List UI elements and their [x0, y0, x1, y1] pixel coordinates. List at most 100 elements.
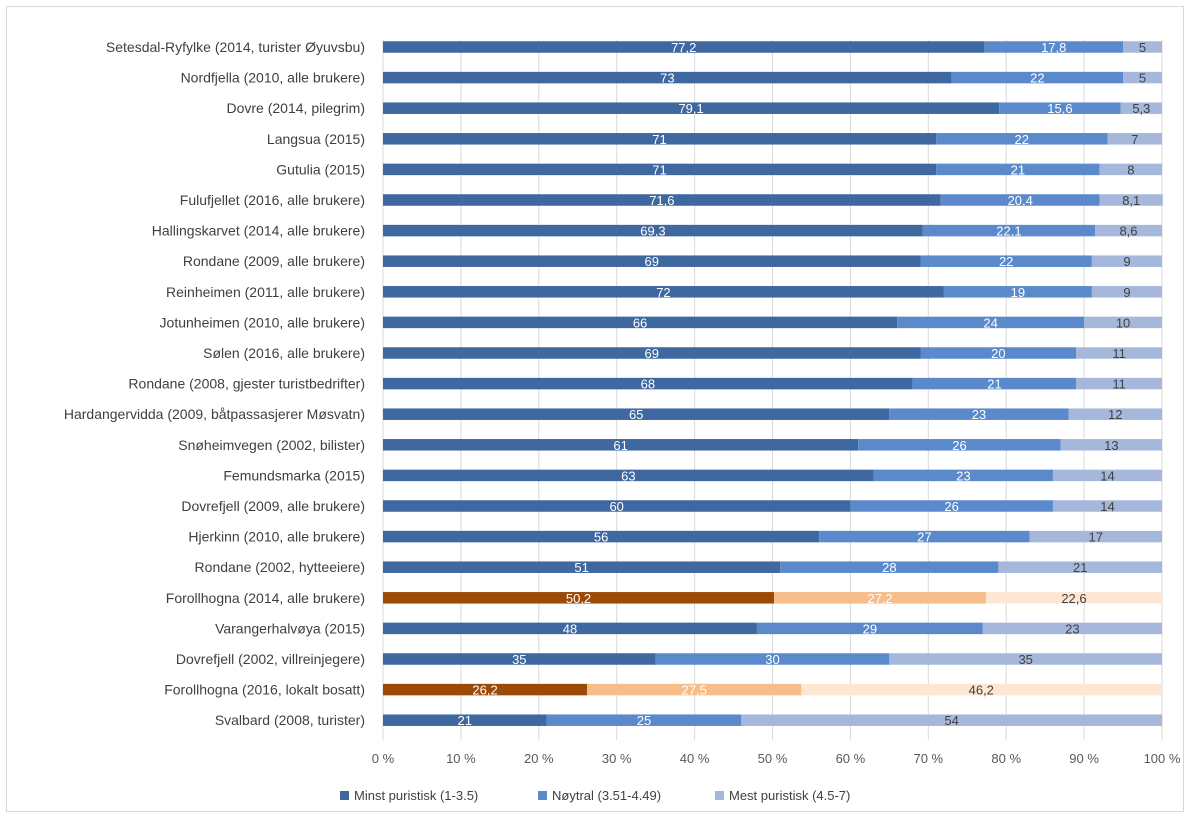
x-tick-label: 0 %: [372, 751, 395, 766]
legend: Minst puristisk (1-3.5) Nøytral (3.51-4.4…: [340, 788, 850, 803]
bar-segment: [383, 408, 890, 420]
data-label: 19: [1011, 285, 1025, 300]
data-label: 8,6: [1119, 224, 1137, 239]
data-label: 51: [574, 560, 588, 575]
bar-segment: [383, 622, 757, 635]
bar-segment: [1029, 530, 1162, 543]
data-label: 24: [983, 315, 997, 330]
x-tick-label: 60 %: [836, 751, 866, 766]
legend-swatch: [715, 791, 724, 800]
data-label: 23: [956, 468, 970, 483]
bar-segment: [1052, 469, 1162, 482]
bar-segment: [741, 714, 1162, 726]
bar-segment: [889, 653, 1162, 665]
bar-segment: [756, 622, 983, 635]
bar-segment: [383, 530, 820, 543]
data-label: 22,6: [1061, 591, 1086, 606]
bar-segment: [383, 683, 588, 696]
data-label: 50,2: [566, 591, 591, 606]
bar-segment: [897, 316, 1085, 329]
bar-segment: [1123, 71, 1162, 84]
bar-segment: [936, 133, 1108, 145]
gridlines: [382, 40, 1163, 740]
bar-segment: [383, 133, 937, 145]
bar-segment: [1060, 439, 1162, 451]
category-label: Hardangervidda (2009, båtpassasjerer Møs…: [64, 406, 365, 422]
x-tick-label: 70 %: [913, 751, 943, 766]
data-label: 11: [1112, 346, 1126, 361]
data-label: 68: [641, 377, 655, 392]
bar-segment: [940, 194, 1100, 206]
data-label: 54: [944, 713, 958, 728]
data-label: 69: [645, 346, 659, 361]
bar-segment: [858, 439, 1061, 451]
data-label: 23: [1065, 621, 1079, 636]
x-axis-tick-labels: 0 % 10 % 20 % 30 % 40 % 50 % 60 % 70 % 80 % 90 % 1…: [372, 751, 1181, 766]
bar-segment: [383, 592, 775, 604]
category-label: Langsua (2015): [267, 131, 365, 147]
bar-segment: [1099, 163, 1162, 176]
bar-segment: [912, 377, 1077, 390]
category-label: Dovre (2014, pilegrim): [227, 100, 366, 116]
data-label: 5: [1139, 40, 1146, 55]
data-label: 5,3: [1132, 101, 1150, 116]
bar-segment: [1068, 408, 1162, 420]
bar-segment: [801, 683, 1162, 696]
bar-segment: [383, 377, 913, 390]
data-label: 14: [1100, 468, 1114, 483]
bar-segment: [984, 41, 1124, 53]
data-label: 15,6: [1047, 101, 1072, 116]
bar-segment: [1076, 377, 1162, 390]
bar-segment: [383, 714, 547, 726]
bar-segment: [1052, 500, 1162, 512]
bar-segment: [943, 286, 1092, 298]
x-tick-label: 30 %: [602, 751, 632, 766]
data-label: 46,2: [969, 683, 994, 698]
data-label: 29: [863, 621, 877, 636]
bar-segment: [587, 683, 802, 696]
category-label: Rondane (2009, alle brukere): [183, 253, 365, 269]
data-label: 77,2: [671, 40, 696, 55]
bar-segment: [985, 592, 1162, 604]
category-label: Hallingskarvet (2014, alle brukere): [152, 223, 365, 239]
data-label: 60: [609, 499, 623, 514]
category-label: Jotunheimen (2010, alle brukere): [160, 314, 365, 330]
bars: [383, 41, 1163, 726]
bar-segment: [1095, 224, 1162, 237]
data-label: 48: [563, 621, 577, 636]
legend-swatch: [340, 791, 349, 800]
bar-segment: [850, 500, 1053, 512]
data-label: 9: [1123, 254, 1130, 269]
bar-segment: [999, 102, 1121, 114]
data-label: 17,8: [1041, 40, 1066, 55]
category-label: Varangerhalvøya (2015): [215, 620, 365, 636]
bar-segment: [1084, 316, 1162, 329]
data-label: 73: [660, 71, 674, 86]
x-tick-label: 80 %: [991, 751, 1021, 766]
category-label: Setesdal-Ryfylke (2014, turister Øyuvsbu…: [106, 39, 365, 55]
data-label: 26,2: [472, 683, 497, 698]
bar-segment: [1091, 286, 1162, 298]
data-label: 22: [999, 254, 1013, 269]
data-label: 56: [594, 530, 608, 545]
bar-segment: [774, 592, 986, 604]
bar-segment: [920, 347, 1077, 359]
data-label: 71,6: [649, 193, 674, 208]
data-label: 65: [629, 407, 643, 422]
x-tick-label: 20 %: [524, 751, 554, 766]
data-label: 27: [917, 530, 931, 545]
bar-segment: [383, 102, 1000, 114]
bar-segment: [383, 194, 941, 206]
data-label: 21: [1011, 162, 1025, 177]
category-label: Dovrefjell (2009, alle brukere): [181, 498, 365, 514]
data-label: 22,1: [996, 224, 1021, 239]
data-label: 7: [1131, 132, 1138, 147]
category-label: Rondane (2002, hytteeiere): [195, 559, 365, 575]
x-tick-label: 50 %: [758, 751, 788, 766]
data-label: 8: [1127, 162, 1134, 177]
data-label: 13: [1104, 438, 1118, 453]
bar-segment: [383, 347, 921, 359]
bar-segment: [383, 500, 851, 512]
data-label: 28: [882, 560, 896, 575]
category-label: Rondane (2008, gjester turistbedrifter): [128, 376, 365, 392]
